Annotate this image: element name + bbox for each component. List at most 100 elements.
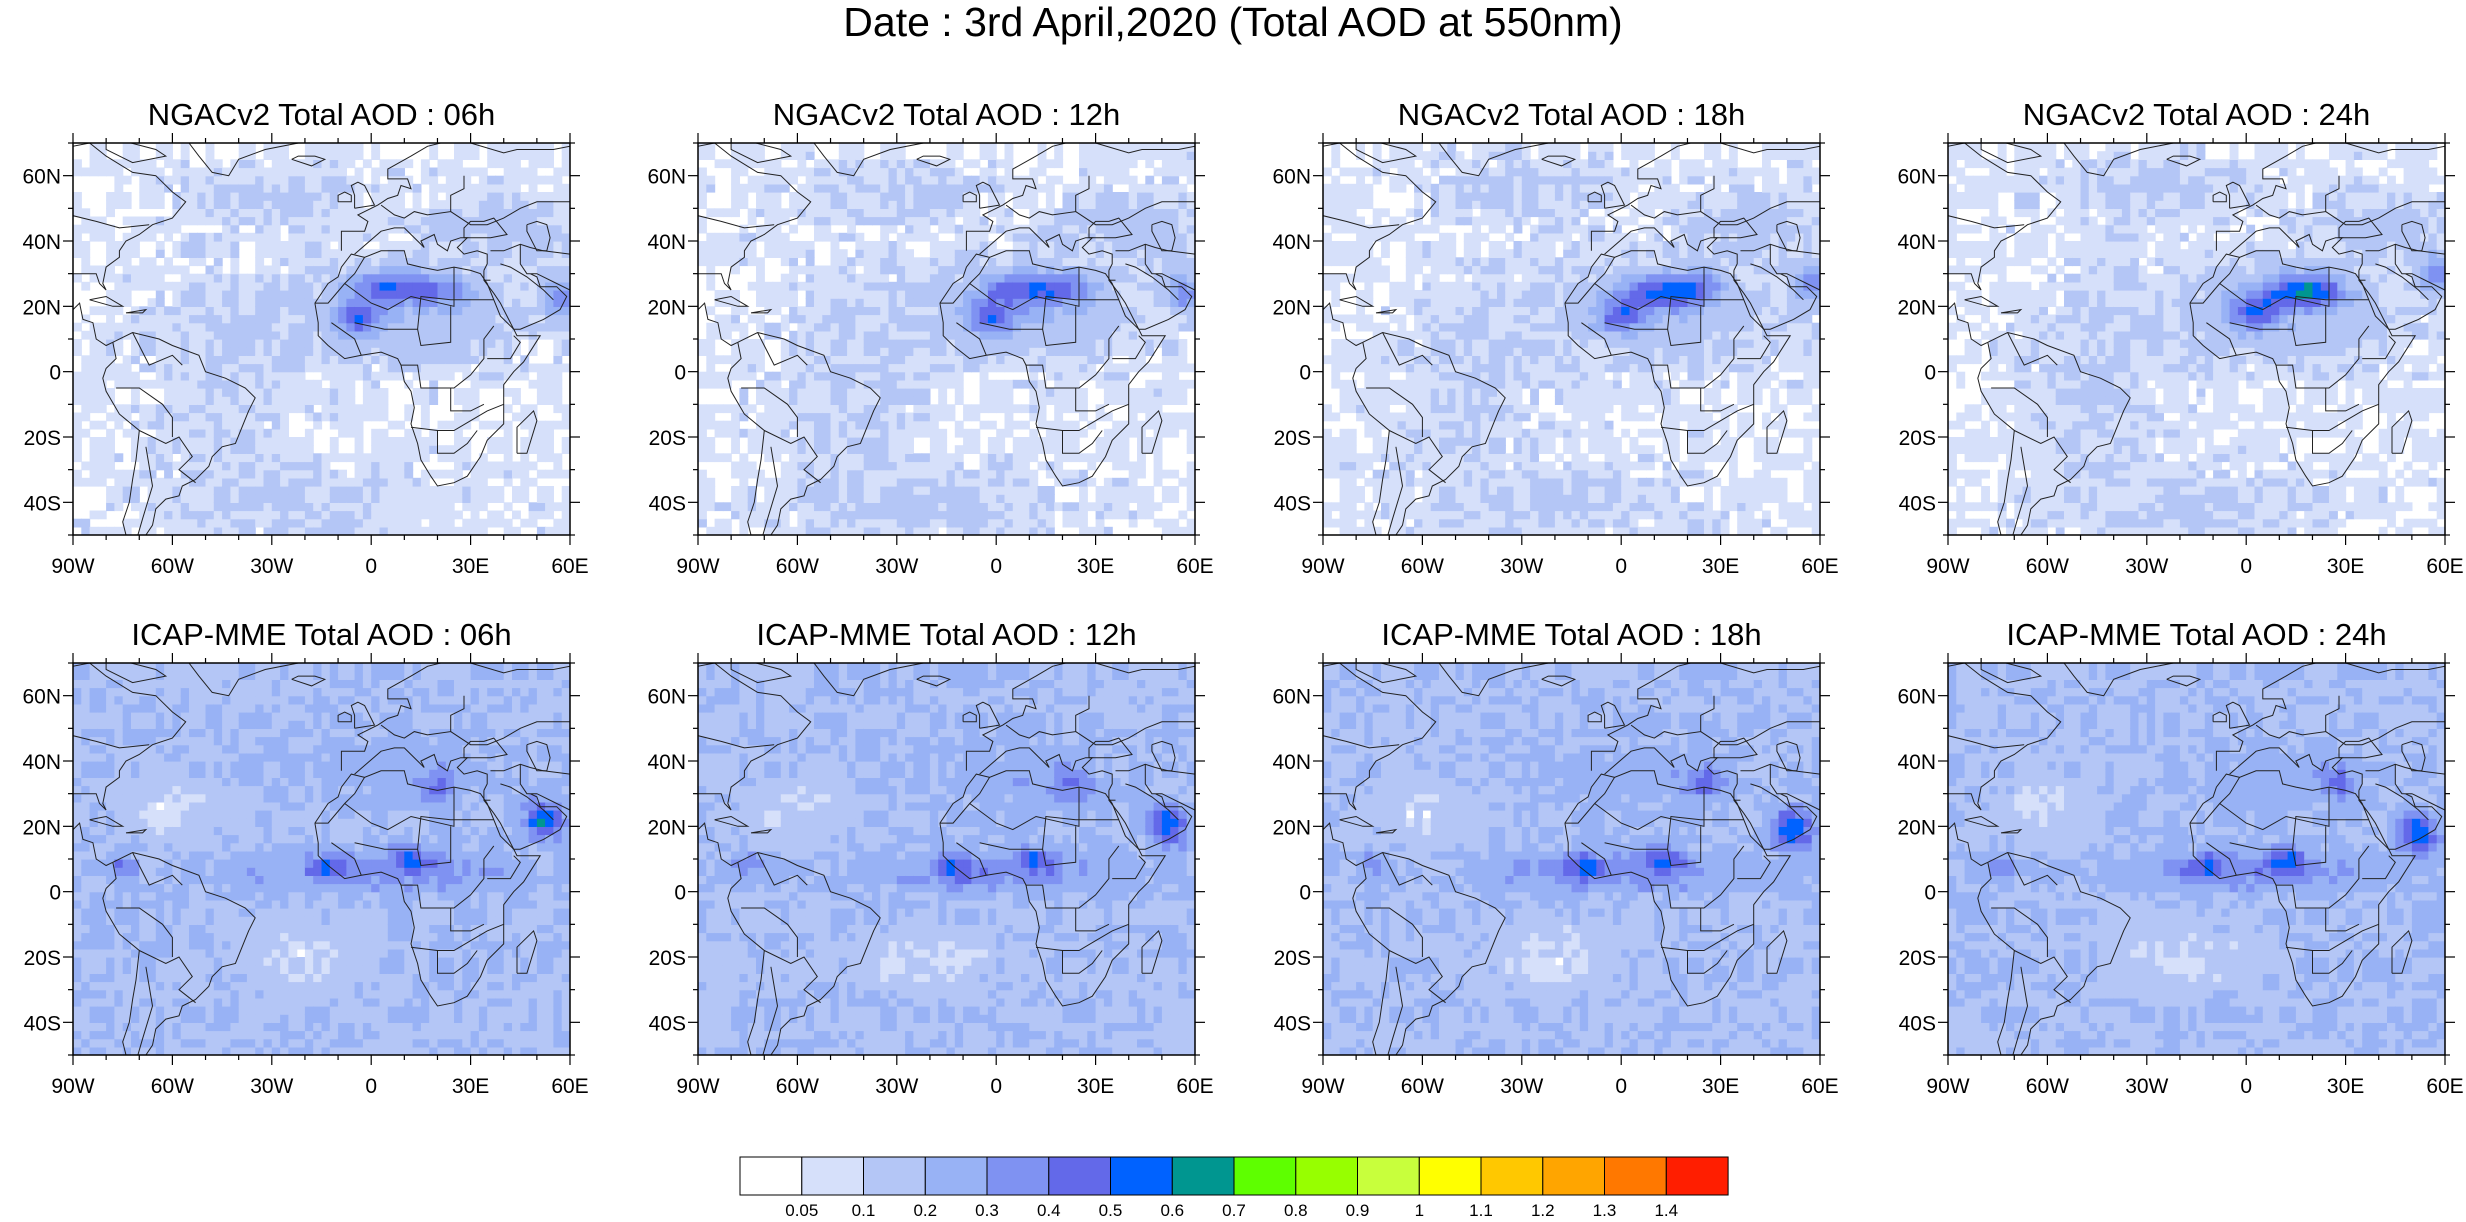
lat-tick-label: 40S [1274,492,1311,515]
coastline [2062,663,2174,697]
coastline [1115,243,1195,255]
coastline [979,747,1113,791]
coastline [2007,852,2058,886]
lon-tick-label: 90W [1301,555,1344,578]
coastline [2276,845,2370,909]
coastline [939,250,1167,487]
colorbar-swatch [1480,1156,1544,1196]
coastline [812,143,924,177]
coastline [139,950,196,1004]
coastline [102,851,256,1055]
lat-tick-label: 0 [1924,882,1936,905]
coastline [490,243,570,255]
coastline [187,663,299,697]
coastline [1352,331,1506,535]
coastline [1859,787,1925,807]
panel-title: ICAP-MME Total AOD : 12h [756,617,1136,652]
lat-tick-label: 40S [649,492,686,515]
coastline [463,737,508,759]
coastline [965,143,1195,251]
colorbar-swatch [924,1156,988,1196]
coastline [417,295,494,330]
coastline [450,908,485,932]
lat-tick-label: 60N [22,686,61,709]
coastline [291,155,327,167]
coastline [2229,826,2327,867]
lon-tick-label: 30W [250,1075,293,1098]
colorbar-swatch [986,1156,1050,1196]
coastline [1766,409,1788,454]
coastline [1630,695,1715,739]
lon-tick-label: 30W [875,1075,918,1098]
coastline [331,322,362,356]
coastline [1737,335,1771,360]
coastline [750,828,773,834]
lat-tick-label: 40S [1899,1012,1936,1035]
coastline [1948,215,2025,229]
coastline [1587,711,1602,723]
coastline [1604,227,1738,271]
coastline [609,787,675,807]
coastline [1026,845,1120,909]
coastline [1382,332,1433,366]
lon-tick-label: 0 [1615,555,1627,578]
coastline [314,770,542,1007]
coastline [714,815,750,827]
lon-tick-label: 30W [250,555,293,578]
coastline [956,322,987,356]
panel-title: NGACv2 Total AOD : 12h [773,97,1120,132]
lon-tick-label: 90W [1926,555,1969,578]
lat-tick-label: 20N [1897,816,1936,839]
coastline [500,263,554,301]
lon-tick-label: 0 [365,1075,377,1098]
coastline [2225,181,2251,209]
coastline [1042,295,1119,330]
coastline [1700,721,1820,746]
coastline [487,335,521,360]
lon-tick-label: 90W [51,555,94,578]
coastline [437,950,478,974]
lon-tick-label: 30E [452,555,489,578]
lat-tick-label: 60N [647,686,686,709]
colorbar-swatch [1295,1156,1359,1196]
coastline [1948,663,2062,867]
coastline [1112,335,1146,360]
coastline [350,181,376,209]
map-panel: 90W 60W 30W 0 30E 60E 60N 40N 20N 0 20S 40S NGACv2 T… [0,97,588,578]
coastline [1035,403,1129,431]
coastline [916,675,952,687]
coastline [1062,950,1103,974]
coastline [1541,155,1577,167]
coastline [2255,175,2340,219]
coastline [1604,826,1702,867]
coastline [2215,663,2445,771]
colorbar-label: 0.4 [1037,1201,1061,1220]
coastline [1088,217,1133,239]
map-panel: 90W 60W 30W 0 30E 60E 60N 40N 20N 0 20S 40S ICAP-MME… [1272,617,1838,1098]
lat-tick-label: 60N [1272,166,1311,189]
colorbar-swatch [1048,1156,1112,1196]
coastline [2012,446,2029,535]
lon-tick-label: 90W [1926,1075,1969,1098]
colorbar-swatch [801,1156,865,1196]
lat-tick-label: 40S [24,1012,61,1035]
coastline [0,267,50,287]
coastline [1323,735,1400,749]
coastline [1088,737,1133,759]
coastline [89,815,125,827]
coastline [2394,764,2406,795]
coastline [1587,191,1602,203]
lat-tick-label: 20N [1897,296,1936,319]
coastline [2014,430,2071,484]
coastline [519,244,531,275]
colorbar-label: 1.3 [1593,1201,1617,1220]
map-panel: 90W 60W 30W 0 30E 60E 60N 40N 20N 0 20S 40S NGACv2 T… [1272,97,1838,578]
coastline [450,201,570,226]
coastline [132,332,183,366]
coastline [331,842,362,876]
lat-tick-label: 20N [647,296,686,319]
colorbar-swatch [1233,1156,1297,1196]
lon-tick-label: 60E [2426,555,2463,578]
coastline [410,403,504,431]
coastline [2285,923,2379,951]
